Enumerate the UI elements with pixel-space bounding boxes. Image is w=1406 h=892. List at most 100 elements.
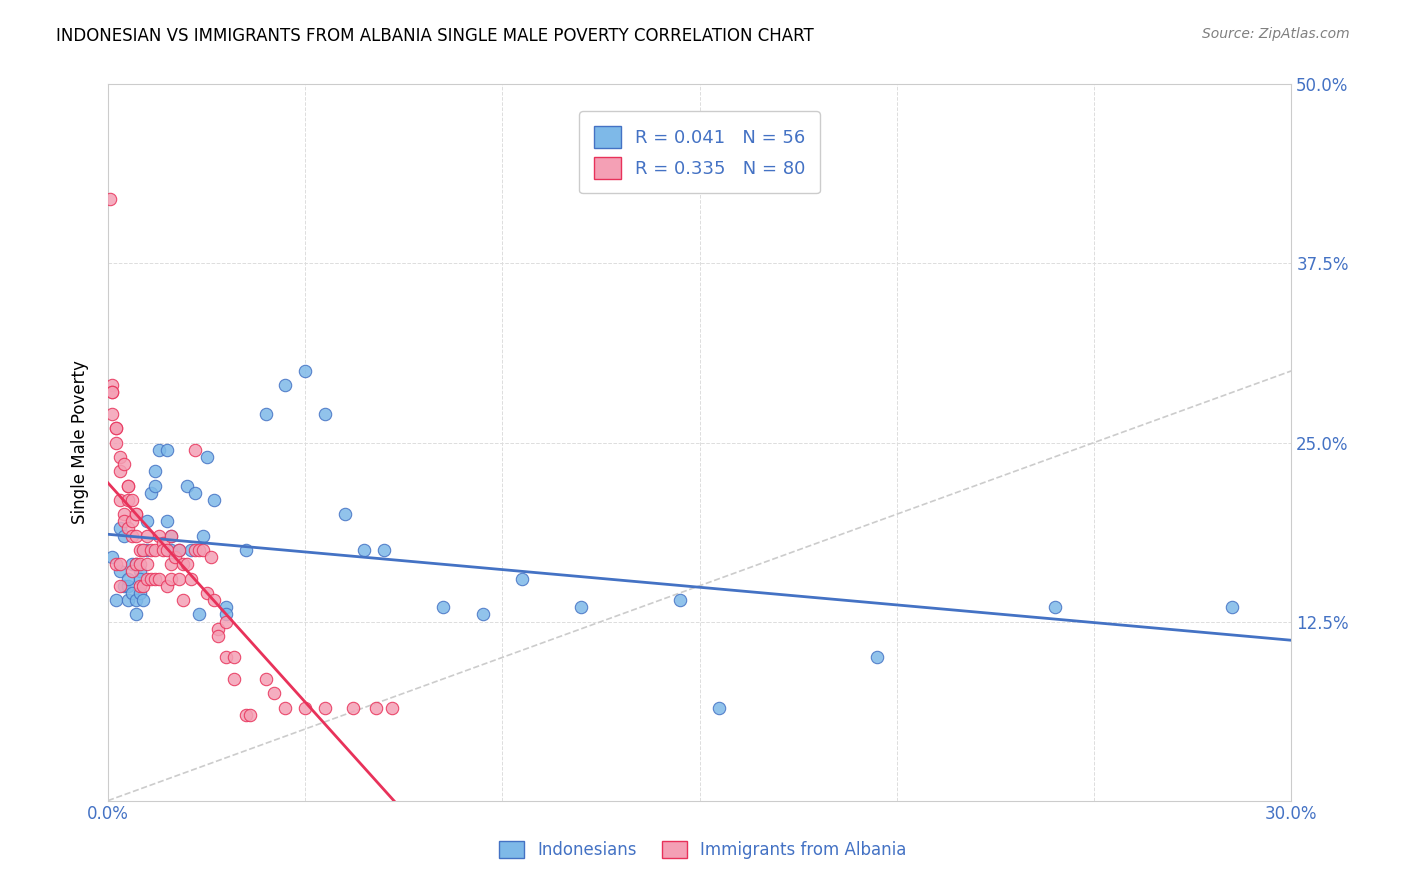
Point [112, 507, 135, 521]
Point [314, 700, 336, 714]
Point [709, 700, 731, 714]
Point [141, 543, 163, 558]
Point [195, 586, 218, 600]
Point [132, 579, 155, 593]
Point [187, 543, 209, 558]
Point [136, 572, 159, 586]
Point [148, 442, 170, 457]
Point [333, 507, 356, 521]
Point [108, 521, 131, 535]
Point [117, 492, 139, 507]
Point [108, 579, 131, 593]
Point [143, 464, 166, 478]
Point [117, 572, 139, 586]
Point [128, 543, 150, 558]
Point [381, 700, 404, 714]
Point [108, 565, 131, 579]
Point [314, 407, 336, 421]
Point [184, 442, 207, 457]
Point [510, 572, 533, 586]
Point [143, 543, 166, 558]
Point [148, 528, 170, 542]
Point [294, 700, 316, 714]
Point [143, 478, 166, 492]
Point [132, 593, 155, 607]
Point [132, 543, 155, 558]
Point [98, 192, 121, 206]
Point [160, 543, 183, 558]
Point [373, 543, 395, 558]
Point [124, 558, 146, 572]
Point [117, 521, 139, 535]
Point [342, 700, 364, 714]
Point [143, 572, 166, 586]
Point [104, 421, 127, 435]
Point [121, 565, 143, 579]
Point [136, 558, 159, 572]
Point [224, 650, 246, 665]
Point [669, 593, 692, 607]
Point [128, 565, 150, 579]
Point [128, 586, 150, 600]
Point [204, 593, 226, 607]
Point [866, 650, 889, 665]
Point [180, 572, 202, 586]
Point [163, 550, 186, 565]
Point [274, 700, 297, 714]
Point [124, 528, 146, 542]
Point [160, 558, 183, 572]
Point [187, 607, 209, 622]
Point [215, 650, 238, 665]
Point [128, 572, 150, 586]
Point [136, 528, 159, 542]
Point [136, 543, 159, 558]
Point [239, 707, 262, 722]
Point [167, 543, 190, 558]
Point [207, 629, 229, 643]
Point [191, 528, 214, 542]
Point [112, 457, 135, 471]
Point [108, 558, 131, 572]
Point [124, 558, 146, 572]
Point [263, 686, 285, 700]
Point [104, 558, 127, 572]
Point [121, 586, 143, 600]
Point [101, 550, 124, 565]
Point [569, 600, 592, 615]
Point [124, 593, 146, 607]
Point [156, 514, 179, 528]
Point [156, 442, 179, 457]
Point [141, 572, 163, 586]
Point [121, 528, 143, 542]
Point [235, 543, 257, 558]
Point [195, 450, 218, 464]
Text: Source: ZipAtlas.com: Source: ZipAtlas.com [1202, 27, 1350, 41]
Point [191, 543, 214, 558]
Point [204, 492, 226, 507]
Point [172, 558, 194, 572]
Point [117, 593, 139, 607]
Point [353, 543, 375, 558]
Point [167, 543, 190, 558]
Point [121, 558, 143, 572]
Point [136, 514, 159, 528]
Point [152, 543, 174, 558]
Point [108, 450, 131, 464]
Point [254, 672, 277, 686]
Point [101, 385, 124, 400]
Point [104, 435, 127, 450]
Point [471, 607, 494, 622]
Point [274, 378, 297, 392]
Text: INDONESIAN VS IMMIGRANTS FROM ALBANIA SINGLE MALE POVERTY CORRELATION CHART: INDONESIAN VS IMMIGRANTS FROM ALBANIA SI… [56, 27, 814, 45]
Point [117, 478, 139, 492]
Point [180, 543, 202, 558]
Point [176, 558, 198, 572]
Point [156, 579, 179, 593]
Point [117, 579, 139, 593]
Point [176, 478, 198, 492]
Point [104, 593, 127, 607]
Point [124, 507, 146, 521]
Point [121, 492, 143, 507]
Point [172, 593, 194, 607]
Point [117, 478, 139, 492]
